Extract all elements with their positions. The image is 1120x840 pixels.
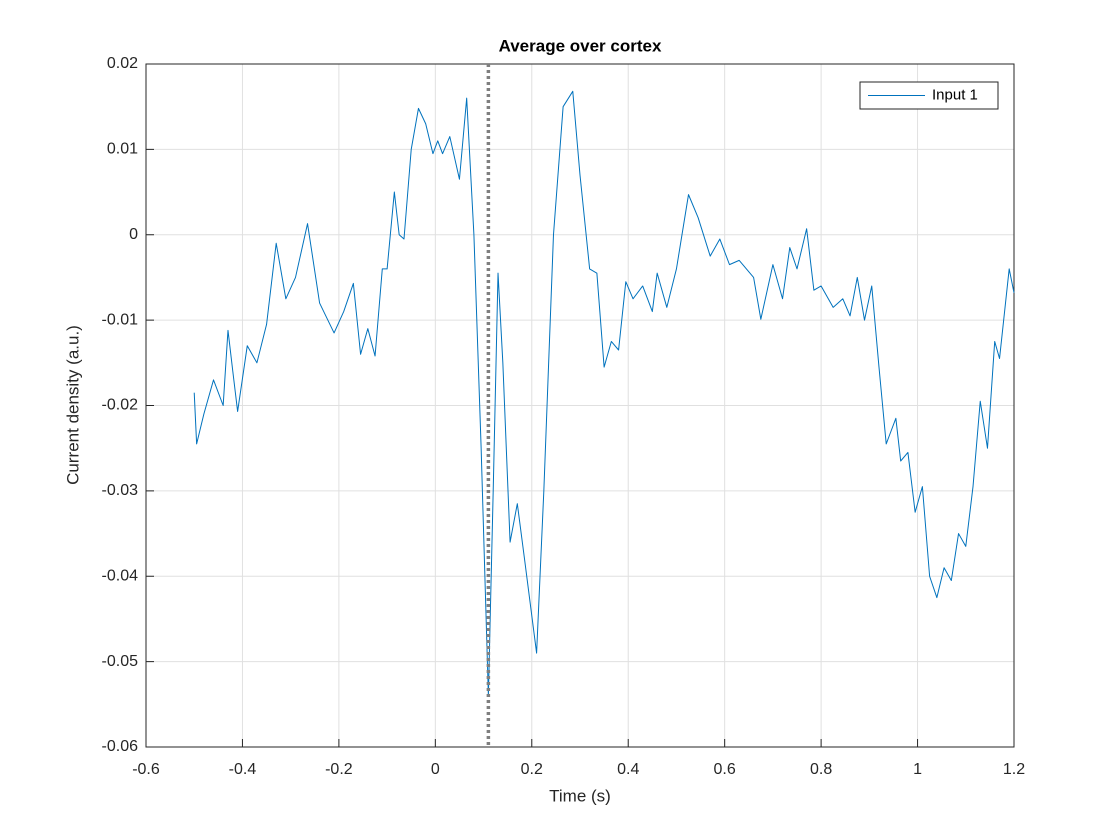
y-tick-label: -0.03 [102, 482, 139, 499]
y-tick-label: -0.06 [102, 738, 139, 755]
legend-label: Input 1 [932, 86, 978, 103]
y-axis-label: Current density (a.u.) [63, 325, 82, 485]
y-tick-label: 0.01 [107, 141, 138, 158]
y-tick-label: -0.02 [102, 397, 139, 414]
x-tick-label: 0.4 [617, 761, 639, 778]
data-line [193, 90, 1015, 697]
x-tick-label: 0.2 [521, 761, 543, 778]
x-tick-label: 0.8 [810, 761, 832, 778]
x-tick-label: -0.4 [229, 761, 257, 778]
x-tick-label: 1 [913, 761, 922, 778]
y-tick-label: -0.04 [102, 567, 139, 584]
x-tick-label: -0.6 [132, 761, 160, 778]
y-tick-label: 0.02 [107, 55, 138, 72]
x-tick-label: 1.2 [1003, 761, 1025, 778]
x-tick-label: 0.6 [714, 761, 736, 778]
y-tick-label: 0 [129, 226, 138, 243]
x-tick-label: 0 [431, 761, 440, 778]
y-tick-label: -0.05 [102, 653, 139, 670]
x-tick-label: -0.2 [325, 761, 353, 778]
chart-title: Average over cortex [499, 36, 662, 55]
y-tick-label: -0.01 [102, 311, 139, 328]
x-axis-label: Time (s) [549, 786, 611, 805]
plot-frame [145, 63, 1015, 748]
